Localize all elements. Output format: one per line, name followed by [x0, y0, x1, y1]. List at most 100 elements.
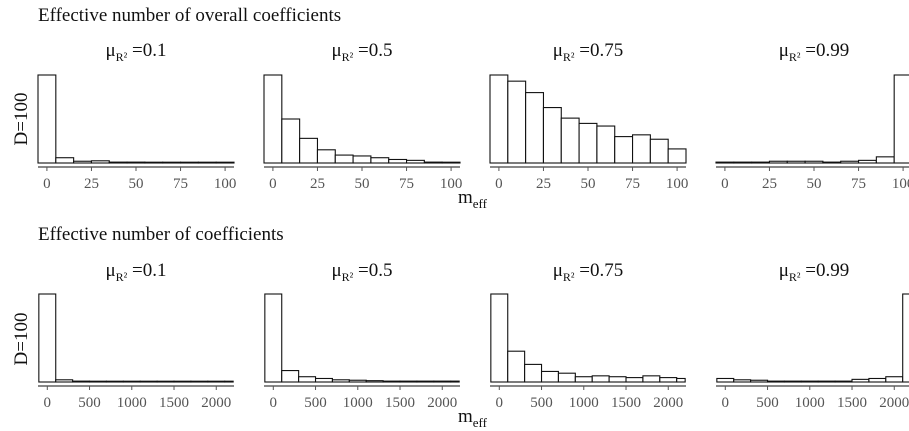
panel-r0-c2: μR² =0.75 0 25 50 75 100: [489, 40, 689, 192]
x-axis-label-bottom-sub: eff: [472, 414, 487, 430]
bar-r0-c2-1: [507, 80, 527, 164]
x-axis-label-top-main: m: [458, 187, 473, 208]
x-tick-label-r1-c1-0: 0: [270, 395, 278, 411]
x-tick-label-r1-c2-2: 1000: [569, 395, 599, 411]
bar-r1-c2-6: [591, 375, 610, 383]
panel-r1-c0: μR² =0.1 0 500 1000 1500 2000: [38, 260, 234, 411]
x-tick-label-r0-c0-0: 0: [43, 176, 51, 192]
bar-r1-c3-5: [800, 380, 819, 383]
bar-r1-c1-3: [314, 377, 333, 383]
panel-title-mu: μ: [105, 260, 115, 281]
panel-r0-c1: μR² =0.5 0 25 50 75 100: [263, 40, 462, 192]
bar-r0-c0-7: [162, 161, 182, 164]
panel-title-mu: μ: [553, 260, 563, 281]
bar-r0-c3-6: [822, 161, 842, 164]
panel-r1-c2: μR² =0.75 0 500 1000 1500 2000: [490, 260, 686, 411]
panel-title-sub: R²: [563, 270, 575, 284]
x-tick-label-r1-c3-0: 0: [722, 395, 730, 411]
x-tick-label-r1-c3-4: 2000: [879, 395, 909, 411]
x-tick-label-r1-c1-2: 1000: [343, 395, 373, 411]
bar-r0-c0-10: [215, 161, 235, 164]
bar-r1-c2-11: [676, 377, 686, 383]
x-tick-label-r1-c1-4: 2000: [427, 395, 457, 411]
bar-r0-c0-0: [37, 74, 57, 164]
bar-r0-c1-6: [370, 157, 390, 164]
bar-r0-c0-9: [197, 161, 217, 164]
panel-title-sub: R²: [116, 270, 128, 284]
panel-title-value: =0.5: [353, 260, 392, 281]
bar-r0-c1-3: [316, 149, 336, 164]
x-tick-label-r1-c0-4: 2000: [201, 395, 231, 411]
x-tick-label-r1-c1-1: 500: [304, 395, 327, 411]
bar-r1-c1-7: [382, 380, 401, 383]
x-tick-label-r1-c3-2: 1000: [795, 395, 825, 411]
panel-title-sub: R²: [116, 50, 128, 64]
bar-r0-c1-9: [423, 161, 443, 164]
bar-r1-c2-5: [574, 376, 593, 383]
bar-r0-c2-0: [489, 74, 509, 164]
panel-title-sub: R²: [342, 50, 354, 64]
x-tick-label-r1-c3-1: 500: [756, 395, 779, 411]
bar-r0-c2-9: [649, 138, 669, 164]
bar-r1-c1-1: [281, 370, 300, 383]
bar-r0-c3-3: [768, 160, 788, 164]
bar-r0-c2-2: [525, 92, 545, 164]
x-tick-label-r0-c1-2: 50: [355, 176, 370, 192]
x-tick-label-r0-c0-1: 25: [84, 176, 99, 192]
bar-r0-c3-4: [786, 160, 806, 164]
bar-r1-c0-8: [173, 380, 192, 383]
x-tick-label-r1-c2-3: 1500: [611, 395, 641, 411]
bar-r0-c0-5: [126, 161, 146, 164]
bar-r0-c2-8: [631, 134, 651, 164]
panel-title-value: =0.75: [575, 40, 624, 61]
bar-r1-c1-8: [399, 380, 418, 383]
bar-r0-c0-6: [144, 161, 164, 164]
bar-r1-c0-11: [224, 380, 234, 383]
bar-r1-c1-0: [264, 293, 283, 383]
bar-r1-c3-4: [783, 380, 802, 383]
x-tick-label-r0-c3-2: 50: [807, 176, 822, 192]
bar-r1-c2-4: [557, 372, 576, 383]
bar-r0-c0-1: [55, 157, 75, 164]
panel-title-sub: R²: [563, 50, 575, 64]
panel-title-value: =0.75: [575, 260, 624, 281]
x-tick-label-r0-c2-4: 100: [666, 176, 689, 192]
bar-r1-c0-7: [156, 380, 175, 383]
x-tick-label-r0-c3-0: 0: [721, 176, 729, 192]
x-tick-label-r1-c1-3: 1500: [385, 395, 415, 411]
bar-r0-c0-4: [108, 161, 128, 164]
bar-r1-c0-6: [139, 380, 158, 383]
x-tick-label-r0-c3-3: 75: [851, 176, 866, 192]
bar-r1-c0-1: [55, 379, 74, 383]
panel-r1-c1: μR² =0.5 0 500 1000 1500 2000: [264, 260, 460, 411]
panel-title-r0-c1: μR² =0.5: [331, 40, 392, 64]
x-tick-label-r0-c0-2: 50: [129, 176, 144, 192]
panel-title-r0-c3: μR² =0.99: [779, 40, 850, 64]
bar-r1-c1-2: [298, 376, 317, 383]
x-tick-label-r1-c2-1: 500: [530, 395, 553, 411]
bar-r1-c1-6: [365, 380, 384, 383]
bar-r1-c1-11: [450, 380, 460, 383]
x-tick-label-r0-c1-0: 0: [269, 176, 277, 192]
bar-r0-c3-1: [733, 161, 753, 164]
bar-r0-c3-0: [715, 161, 735, 164]
panel-title-r1-c3: μR² =0.99: [779, 260, 850, 284]
bar-r1-c3-3: [766, 380, 785, 383]
bar-r0-c2-6: [596, 125, 616, 164]
bar-r1-c2-3: [540, 370, 559, 383]
bar-r1-c3-10: [885, 376, 904, 383]
x-tick-label-r0-c2-0: 0: [495, 176, 503, 192]
x-tick-label-r1-c0-3: 1500: [159, 395, 189, 411]
panel-r0-c3: μR² =0.99 0 25 50 75 100: [715, 40, 909, 192]
panel-title-mu: μ: [331, 40, 341, 61]
x-tick-label-r1-c0-1: 500: [78, 395, 101, 411]
bar-r1-c3-8: [851, 378, 870, 383]
panel-title-value: =0.99: [801, 40, 850, 61]
bar-r1-c1-5: [348, 379, 367, 383]
bar-r0-c1-1: [281, 118, 301, 164]
panel-title-value: =0.5: [353, 40, 392, 61]
bar-r0-c2-3: [542, 107, 562, 164]
x-tick-label-r1-c0-0: 0: [44, 395, 52, 411]
panel-title-r1-c0: μR² =0.1: [105, 260, 166, 284]
